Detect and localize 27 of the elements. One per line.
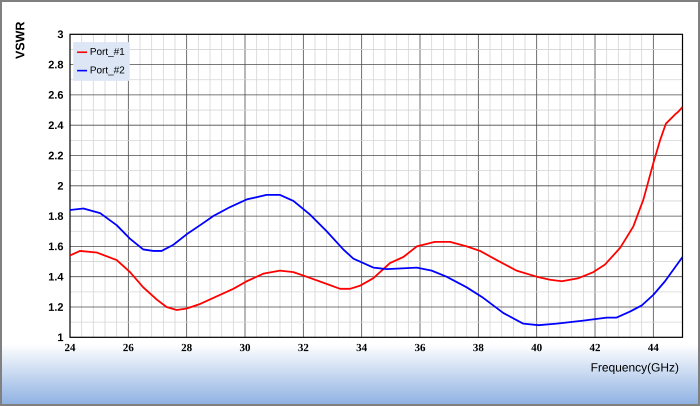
x-tick-label: 34 (356, 344, 367, 352)
x-tick-label: 42 (590, 344, 600, 352)
legend-label: Port_#2 (90, 66, 124, 76)
legend-label: Port_#1 (90, 48, 124, 57)
y-tick-label: 1.6 (48, 242, 64, 250)
x-tick-label: 38 (473, 344, 484, 352)
y-tick-label: 2.2 (48, 152, 64, 160)
line-series (70, 194, 683, 326)
x-tick-label: 28 (182, 344, 192, 352)
y-axis-title: VSWR (16, 22, 24, 59)
x-tick-label: 36 (414, 344, 426, 352)
y-tick-label: 3 (58, 30, 64, 38)
y-tick-label: 2.4 (48, 121, 64, 130)
y-tick-label: 1.2 (48, 303, 64, 311)
y-tick-label: 2.8 (48, 60, 64, 68)
x-tick-label: 30 (240, 344, 250, 352)
x-tick-label: 32 (298, 344, 308, 352)
x-tick-label: 24 (64, 344, 76, 352)
x-tick-label: 26 (123, 344, 134, 352)
y-tick-label: 2.6 (48, 91, 64, 99)
x-tick-label: 44 (648, 344, 659, 352)
y-tick-label: 1.8 (48, 212, 64, 220)
y-tick-label: 2 (58, 182, 64, 190)
y-tick-label: 1 (58, 334, 64, 342)
x-tick-label: 40 (531, 344, 542, 352)
y-tick-label: 1.4 (48, 272, 64, 280)
x-axis-title: Frequency(GHz) (592, 362, 678, 374)
